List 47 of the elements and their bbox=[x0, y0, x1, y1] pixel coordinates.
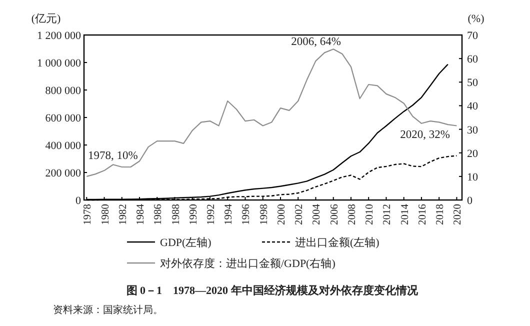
x-tick-label: 1978 bbox=[82, 204, 94, 225]
y-tick-label: 0 bbox=[76, 195, 82, 207]
x-tick-label: 2014 bbox=[400, 203, 411, 225]
x-tick-label: 1984 bbox=[136, 203, 147, 225]
y2-axis-title: (%) bbox=[468, 13, 485, 25]
text: 资料来源：国家统计局。 bbox=[53, 304, 163, 316]
x-tick-label: 2006 bbox=[329, 204, 340, 225]
x-tick-label: 2020 bbox=[452, 204, 464, 225]
text: 图 0－1 1978—2020 年中国经济规模及对外依存度变化情况 bbox=[126, 284, 419, 297]
y-tick-label: 200 000 bbox=[45, 168, 82, 180]
x-tick-label: 1994 bbox=[224, 203, 235, 225]
x-tick-label: 2000 bbox=[276, 204, 288, 225]
x-tick-label: 2016 bbox=[417, 204, 428, 225]
legend-label: GDP(左轴) bbox=[160, 236, 212, 249]
y2-tick-label: 0 bbox=[467, 195, 473, 207]
x-tick-label: 1990 bbox=[188, 204, 200, 225]
y2-tick-label: 40 bbox=[467, 100, 478, 113]
y2-tick-label: 30 bbox=[467, 124, 478, 136]
x-tick-label: 1980 bbox=[100, 204, 112, 225]
x-tick-label: 2018 bbox=[435, 204, 446, 225]
y2-tick-label: 70 bbox=[467, 30, 478, 42]
annotation: 2020, 32% bbox=[400, 129, 450, 141]
x-tick-label: 1992 bbox=[206, 204, 217, 225]
legend-label: 对外依存度：进出口金额/GDP(右轴) bbox=[160, 257, 336, 270]
y-tick-label: 1 000 000 bbox=[37, 58, 82, 70]
annotation: 1978, 10% bbox=[88, 150, 138, 162]
x-tick-label: 1996 bbox=[241, 204, 252, 225]
y2-tick-label: 50 bbox=[467, 77, 478, 90]
x-tick-label: 1982 bbox=[118, 204, 129, 225]
x-tick-label: 1986 bbox=[153, 204, 164, 225]
y2-tick-label: 60 bbox=[467, 54, 478, 66]
x-tick-label: 2012 bbox=[382, 204, 394, 225]
y-tick-label: 400 000 bbox=[45, 140, 82, 152]
legend-label: 进出口金额(左轴) bbox=[295, 236, 380, 249]
y-axis-title: (亿元) bbox=[31, 13, 61, 25]
x-tick-label: 1998 bbox=[258, 204, 270, 225]
y2-tick-label: 10 bbox=[467, 171, 478, 184]
x-tick-label: 1988 bbox=[170, 204, 182, 225]
y-tick-label: 800 000 bbox=[45, 85, 82, 97]
x-tick-label: 2010 bbox=[364, 204, 376, 225]
y-tick-label: 1 200 000 bbox=[37, 30, 82, 42]
x-tick-label: 2002 bbox=[294, 204, 306, 225]
y-tick-label: 600 000 bbox=[45, 112, 82, 124]
x-tick-label: 2004 bbox=[312, 203, 323, 225]
x-tick-label: 2008 bbox=[346, 204, 358, 225]
annotation: 2006, 64% bbox=[291, 36, 342, 48]
y2-tick-label: 20 bbox=[467, 148, 478, 160]
